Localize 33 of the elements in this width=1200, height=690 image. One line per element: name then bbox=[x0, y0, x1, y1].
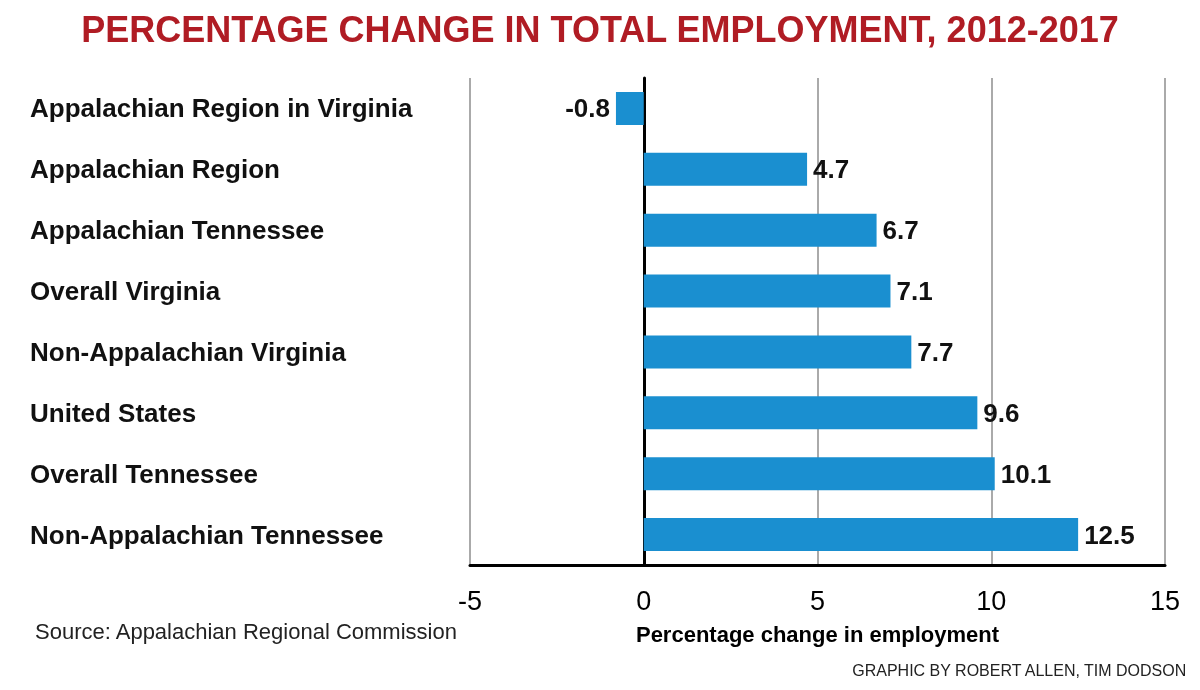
data-label: 4.7 bbox=[813, 154, 850, 185]
x-tick-label: 0 bbox=[636, 585, 652, 616]
bar bbox=[643, 396, 978, 430]
bar bbox=[643, 152, 808, 186]
x-tick-label: 15 bbox=[1149, 585, 1181, 616]
data-label: 7.7 bbox=[917, 336, 954, 367]
y-tick-label: United States bbox=[30, 397, 197, 428]
bar bbox=[643, 457, 995, 491]
chart-title: PERCENTAGE CHANGE IN TOTAL EMPLOYMENT, 2012-2017 bbox=[81, 8, 1119, 50]
bar bbox=[615, 91, 644, 125]
y-tick-label: Non-Appalachian Virginia bbox=[30, 336, 347, 367]
text: GRAPHIC BY ROBERT ALLEN, TIM DODSON bbox=[852, 661, 1187, 679]
y-tick-label: Overall Virginia bbox=[30, 276, 221, 307]
y-tick-label: Appalachian Region in Virginia bbox=[30, 93, 413, 124]
y-tick-label: Appalachian Region bbox=[30, 154, 280, 185]
bar bbox=[643, 518, 1079, 552]
x-tick-label: 5 bbox=[809, 585, 826, 616]
data-label: 6.7 bbox=[882, 215, 919, 246]
data-label: 10.1 bbox=[1000, 458, 1052, 489]
x-axis-title: Percentage change in employment bbox=[635, 621, 1000, 647]
bar bbox=[643, 335, 912, 369]
data-label: 7.1 bbox=[896, 276, 933, 307]
bar bbox=[643, 274, 891, 308]
data-label: 9.6 bbox=[983, 397, 1020, 428]
data-label: 12.5 bbox=[1084, 519, 1135, 550]
x-tick-label: -5 bbox=[457, 585, 483, 616]
data-label: -0.8 bbox=[565, 93, 610, 124]
y-tick-label: Non-Appalachian Tennessee bbox=[30, 519, 384, 550]
x-tick-label: 10 bbox=[976, 585, 1007, 616]
y-tick-label: Appalachian Tennessee bbox=[30, 215, 325, 246]
y-tick-label: Overall Tennessee bbox=[30, 458, 258, 489]
source-note: Source: Appalachian Regional Commission bbox=[35, 618, 457, 644]
bar bbox=[643, 213, 877, 247]
